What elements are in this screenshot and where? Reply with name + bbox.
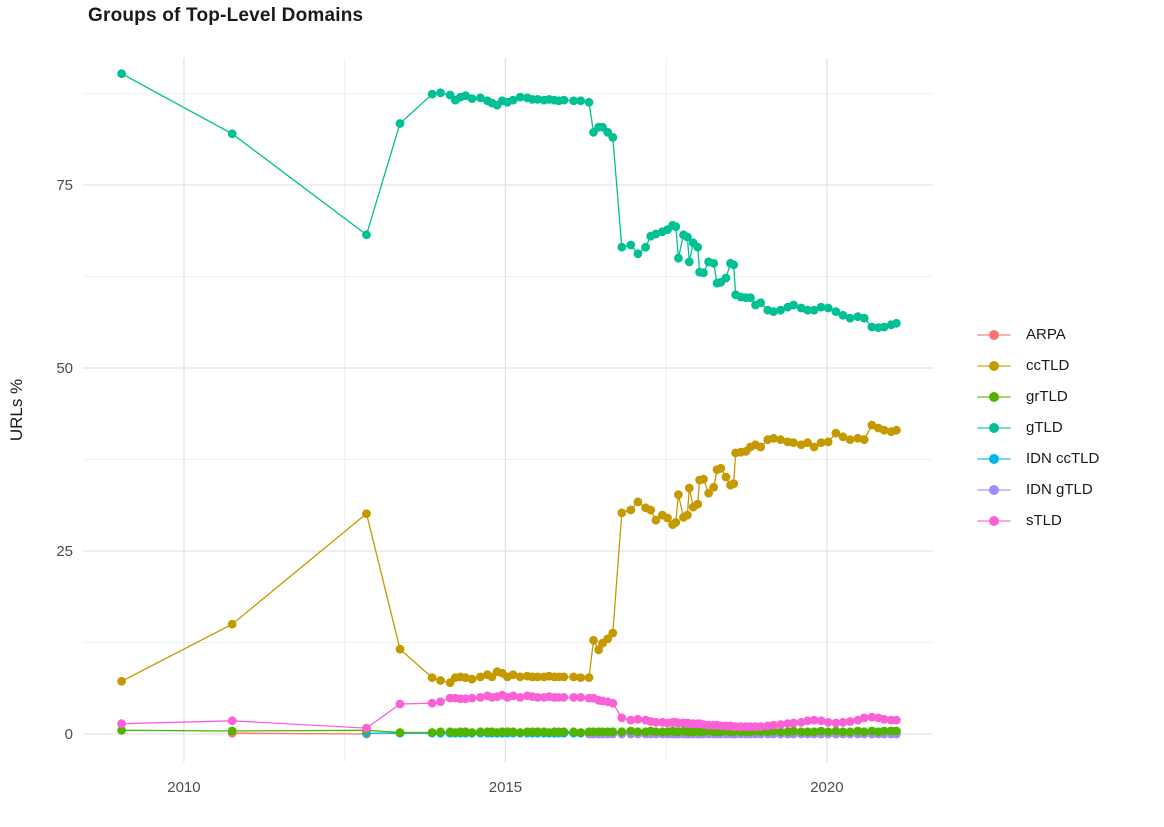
svg-text:50: 50 xyxy=(56,360,73,377)
legend-item-idn-gtld: IDN gTLD xyxy=(977,474,1099,505)
legend-item-stld: sTLD xyxy=(977,505,1099,536)
legend-item-arpa: ARPA xyxy=(977,319,1099,350)
legend-item-label: ccTLD xyxy=(1026,357,1070,374)
svg-text:25: 25 xyxy=(56,543,73,560)
svg-text:2020: 2020 xyxy=(810,779,843,796)
svg-text:2010: 2010 xyxy=(167,779,200,796)
svg-text:URLs %: URLs % xyxy=(7,379,26,441)
chart-title: Groups of Top-Level Domains xyxy=(88,5,364,26)
legend-item-label: IDN gTLD xyxy=(1026,481,1093,498)
legend-key-icon xyxy=(977,360,1011,372)
legend-item-gtld: gTLD xyxy=(977,412,1099,443)
legend-item-label: ARPA xyxy=(1026,326,1066,343)
legend-key-icon xyxy=(977,453,1011,465)
legend-key-icon xyxy=(977,515,1011,527)
legend-key-icon xyxy=(977,329,1011,341)
legend-item-label: grTLD xyxy=(1026,388,1068,405)
legend-item-label: sTLD xyxy=(1026,512,1062,529)
legend-item-cctld: ccTLD xyxy=(977,350,1099,381)
legend: ARPA ccTLD grTLD gTLD IDN ccTLD IDN gTLD… xyxy=(977,319,1099,536)
legend-key-icon xyxy=(977,391,1011,403)
legend-item-grtld: grTLD xyxy=(977,381,1099,412)
legend-key-icon xyxy=(977,422,1011,434)
legend-item-label: gTLD xyxy=(1026,419,1063,436)
legend-key-icon xyxy=(977,484,1011,496)
svg-text:2015: 2015 xyxy=(489,779,522,796)
svg-text:0: 0 xyxy=(65,726,73,743)
legend-item-label: IDN ccTLD xyxy=(1026,450,1100,467)
legend-item-idn-cctld: IDN ccTLD xyxy=(977,443,1099,474)
svg-text:75: 75 xyxy=(56,177,73,194)
